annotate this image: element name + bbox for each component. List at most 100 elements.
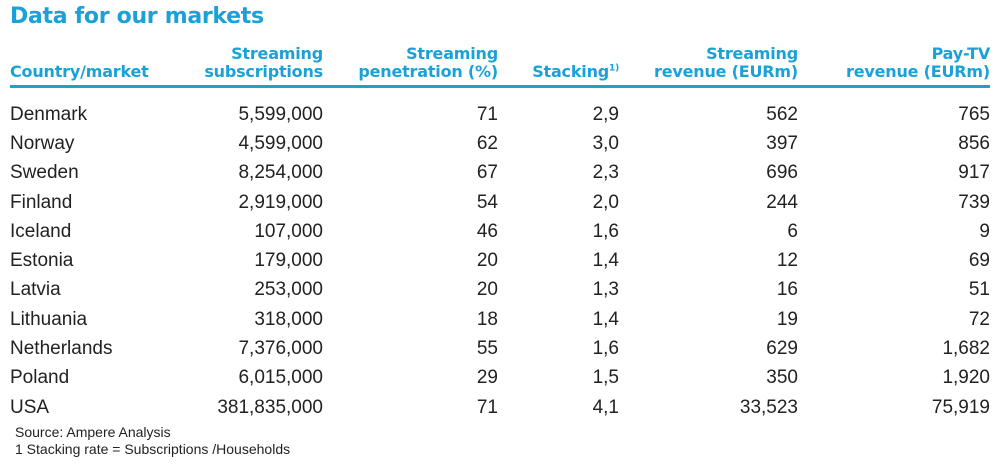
cell-stacking: 1,4 bbox=[592, 250, 619, 272]
cell-streaming-penetration: 18 bbox=[476, 308, 498, 330]
cell-streaming-revenue: 12 bbox=[776, 250, 798, 272]
cell-pay-tv-revenue: 1,682 bbox=[942, 338, 990, 360]
markets-table: Country/market Streaming subscriptions Stre… bbox=[10, 45, 990, 422]
cell-country-market: Latvia bbox=[10, 279, 61, 301]
cell-streaming-subscriptions: 318,000 bbox=[254, 308, 323, 330]
cell-streaming-revenue: 562 bbox=[766, 103, 798, 125]
cell-streaming-revenue: 350 bbox=[766, 367, 798, 389]
cell-stacking: 1,4 bbox=[592, 308, 619, 330]
column-header-streaming-penetration: Streaming penetration (%) bbox=[323, 44, 498, 88]
cell-country-market: Netherlands bbox=[10, 338, 113, 360]
cell-pay-tv-revenue: 9 bbox=[979, 220, 990, 242]
cell-streaming-revenue: 696 bbox=[766, 162, 798, 184]
table-row: Denmark 5,599,000 71 2,9 562 765 bbox=[10, 100, 990, 129]
table-row: Lithuania 318,000 18 1,4 19 72 bbox=[10, 305, 990, 334]
cell-streaming-subscriptions: 4,599,000 bbox=[238, 132, 323, 154]
footnote-marker: 1) bbox=[609, 63, 619, 74]
cell-country-market: Iceland bbox=[10, 220, 72, 242]
cell-stacking: 1,6 bbox=[592, 338, 619, 360]
column-header-line: penetration (%) bbox=[358, 62, 498, 81]
column-header-line: Streaming bbox=[406, 44, 498, 63]
cell-streaming-subscriptions: 8,254,000 bbox=[238, 162, 323, 184]
cell-country-market: Sweden bbox=[10, 162, 79, 184]
cell-pay-tv-revenue: 72 bbox=[968, 308, 990, 330]
column-header-pay-tv-revenue: Pay-TV revenue (EURm) bbox=[798, 44, 991, 88]
column-header-country-market: Country/market bbox=[10, 45, 160, 88]
table-body: Denmark 5,599,000 71 2,9 562 765 Norway 4,599,0… bbox=[10, 87, 990, 423]
cell-stacking: 1,5 bbox=[592, 367, 619, 389]
cell-streaming-subscriptions: 2,919,000 bbox=[238, 191, 323, 213]
cell-stacking: 4,1 bbox=[592, 396, 619, 418]
cell-streaming-revenue: 6 bbox=[787, 220, 798, 242]
cell-streaming-revenue: 16 bbox=[776, 279, 798, 301]
cell-streaming-subscriptions: 253,000 bbox=[254, 279, 323, 301]
column-header-line: revenue (EURm) bbox=[654, 62, 798, 81]
cell-stacking: 2,9 bbox=[592, 103, 619, 125]
cell-stacking: 2,0 bbox=[592, 191, 619, 213]
cell-pay-tv-revenue: 739 bbox=[958, 191, 990, 213]
cell-pay-tv-revenue: 765 bbox=[958, 103, 990, 125]
table-row: Norway 4,599,000 62 3,0 397 856 bbox=[10, 129, 990, 158]
cell-pay-tv-revenue: 856 bbox=[958, 132, 990, 154]
stacking-note: 1 Stacking rate = Subscriptions /Househo… bbox=[15, 441, 291, 457]
cell-streaming-subscriptions: 179,000 bbox=[254, 250, 323, 272]
cell-pay-tv-revenue: 917 bbox=[958, 162, 990, 184]
cell-country-market: Lithuania bbox=[10, 308, 88, 330]
cell-pay-tv-revenue: 75,919 bbox=[931, 396, 990, 418]
cell-streaming-revenue: 629 bbox=[766, 338, 798, 360]
cell-streaming-subscriptions: 107,000 bbox=[254, 220, 323, 242]
cell-streaming-revenue: 33,523 bbox=[739, 396, 798, 418]
table-row: USA 381,835,000 71 4,1 33,523 75,919 bbox=[10, 393, 990, 422]
cell-country-market: Norway bbox=[10, 132, 75, 154]
table-row: Latvia 253,000 20 1,3 16 51 bbox=[10, 276, 990, 305]
cell-pay-tv-revenue: 1,920 bbox=[942, 367, 990, 389]
cell-country-market: USA bbox=[10, 396, 50, 418]
page-title: Data for our markets bbox=[10, 4, 264, 29]
cell-streaming-penetration: 67 bbox=[476, 162, 498, 184]
column-header-line: Pay-TV bbox=[931, 44, 991, 63]
column-header-line: Streaming bbox=[706, 44, 798, 63]
cell-country-market: Estonia bbox=[10, 250, 74, 272]
cell-streaming-penetration: 20 bbox=[476, 279, 498, 301]
column-header-line: Country/market bbox=[10, 62, 149, 81]
table-row: Estonia 179,000 20 1,4 12 69 bbox=[10, 246, 990, 275]
cell-streaming-subscriptions: 7,376,000 bbox=[238, 338, 323, 360]
cell-streaming-subscriptions: 381,835,000 bbox=[217, 396, 323, 418]
table-row: Finland 2,919,000 54 2,0 244 739 bbox=[10, 188, 990, 217]
cell-country-market: Finland bbox=[10, 191, 73, 213]
cell-streaming-penetration: 54 bbox=[476, 191, 498, 213]
column-header-text: Stacking bbox=[532, 62, 610, 81]
cell-stacking: 2,3 bbox=[592, 162, 619, 184]
table-row: Poland 6,015,000 29 1,5 350 1,920 bbox=[10, 364, 990, 393]
cell-streaming-penetration: 71 bbox=[476, 103, 498, 125]
cell-streaming-penetration: 55 bbox=[476, 338, 498, 360]
cell-stacking: 3,0 bbox=[592, 132, 619, 154]
cell-country-market: Poland bbox=[10, 367, 70, 389]
column-header-line: revenue (EURm) bbox=[846, 62, 990, 81]
table-row: Netherlands 7,376,000 55 1,6 629 1,682 bbox=[10, 334, 990, 363]
source-note: Source: Ampere Analysis bbox=[15, 424, 171, 440]
cell-streaming-subscriptions: 6,015,000 bbox=[238, 367, 323, 389]
cell-pay-tv-revenue: 69 bbox=[968, 250, 990, 272]
cell-stacking: 1,6 bbox=[592, 220, 619, 242]
cell-streaming-subscriptions: 5,599,000 bbox=[238, 103, 323, 125]
table-row: Iceland 107,000 46 1,6 6 9 bbox=[10, 217, 990, 246]
column-header-stacking: Stacking1) bbox=[498, 45, 619, 88]
column-header-line: Stacking1) bbox=[498, 63, 619, 81]
cell-country-market: Denmark bbox=[10, 103, 88, 125]
cell-stacking: 1,3 bbox=[592, 279, 619, 301]
column-header-streaming-subscriptions: Streaming subscriptions bbox=[160, 44, 323, 88]
footnotes: Source: Ampere Analysis 1 Stacking rate … bbox=[15, 424, 290, 458]
cell-streaming-penetration: 71 bbox=[476, 396, 498, 418]
table-header-row: Country/market Streaming subscriptions Stre… bbox=[10, 44, 991, 88]
cell-streaming-revenue: 19 bbox=[776, 308, 798, 330]
table-row: Sweden 8,254,000 67 2,3 696 917 bbox=[10, 159, 990, 188]
cell-streaming-penetration: 20 bbox=[476, 250, 498, 272]
cell-streaming-revenue: 244 bbox=[766, 191, 798, 213]
cell-streaming-penetration: 29 bbox=[476, 367, 498, 389]
column-header-line: subscriptions bbox=[204, 62, 323, 81]
column-header-line: Streaming bbox=[231, 44, 323, 63]
cell-pay-tv-revenue: 51 bbox=[968, 279, 990, 301]
cell-streaming-revenue: 397 bbox=[766, 132, 798, 154]
cell-streaming-penetration: 46 bbox=[476, 220, 498, 242]
